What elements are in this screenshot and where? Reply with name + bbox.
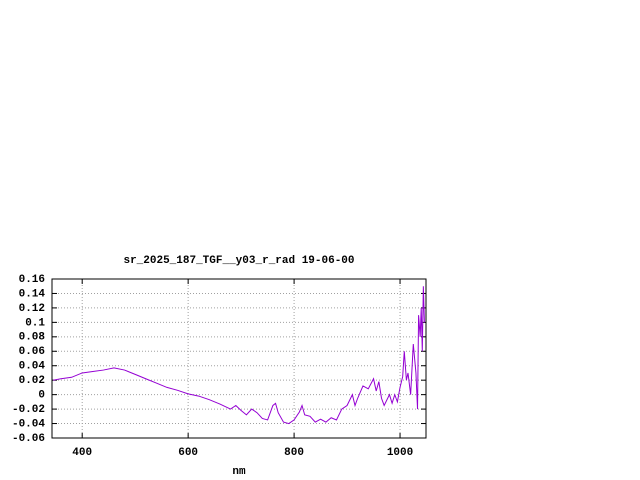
plot-frame [51,278,427,439]
y-tick-label: -0.02 [12,404,45,416]
chart-title: sr_2025_187_TGF__y03_r_rad 19-06-00 [123,255,354,267]
y-tick-label: 0.08 [19,332,46,344]
y-tick-label: -0.06 [12,433,45,445]
data-line [52,286,425,425]
y-tick-label: 0.04 [19,361,46,373]
x-tick-label: 1000 [387,447,413,459]
y-tick-label: 0.14 [19,288,46,300]
x-tick-label: 600 [178,447,198,459]
y-tick-label: 0.02 [19,375,45,387]
y-tick-label: 0 [38,390,45,402]
y-tick-label: 0.16 [19,274,45,286]
y-tick-label: 0.1 [25,317,45,329]
x-tick-label: 800 [284,447,304,459]
x-axis-label: nm [232,466,246,478]
y-tick-label: -0.04 [12,418,45,430]
y-tick-label: 0.06 [19,346,45,358]
x-tick-label: 400 [72,447,92,459]
y-tick-label: 0.12 [19,303,45,315]
